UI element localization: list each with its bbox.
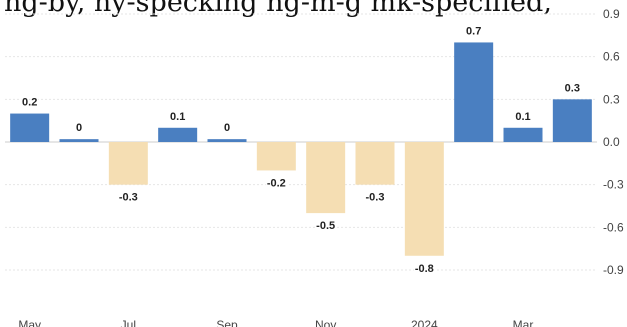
bars xyxy=(10,42,592,256)
data-label: 0 xyxy=(76,122,82,134)
bar-aug xyxy=(158,127,198,142)
y-tick-label: -0.3 xyxy=(603,178,624,192)
data-label: -0.3 xyxy=(119,192,138,204)
x-tick-label: 2024 xyxy=(411,318,438,327)
x-tick-label: Sep xyxy=(216,318,238,327)
x-tick-label: May xyxy=(18,318,41,327)
data-labels: 0.2 0 -0.3 0.1 0 -0.2 -0.5 -0.3 -0.8 0.7 0.1 0.3 xyxy=(21,24,582,276)
x-tick-label: Mar xyxy=(513,318,534,327)
bar-may xyxy=(10,113,50,142)
bar-dec xyxy=(355,142,395,185)
grid-lines xyxy=(5,13,597,271)
y-axis: 0.9 0.6 0.3 0.0 -0.3 -0.6 -0.9 xyxy=(603,7,624,277)
data-label: 0 xyxy=(224,122,230,134)
y-tick-label: 0.0 xyxy=(603,135,620,149)
data-label: 0.3 xyxy=(565,82,580,94)
y-tick-label: -0.9 xyxy=(603,263,624,277)
data-label: 0.7 xyxy=(466,25,481,37)
y-tick-label: 0.3 xyxy=(603,92,620,106)
bar-jun xyxy=(59,139,99,142)
data-label: -0.2 xyxy=(267,177,286,189)
bar-mar xyxy=(503,127,543,142)
x-axis: May Jul Sep Nov 2024 Mar xyxy=(18,318,533,327)
data-label: 0.2 xyxy=(22,97,37,109)
bar-jul xyxy=(108,142,148,185)
bar-nov xyxy=(306,142,346,214)
data-label: 0.1 xyxy=(170,111,185,123)
data-label: -0.5 xyxy=(316,220,335,232)
bar-feb xyxy=(454,42,494,142)
bar-sep xyxy=(207,139,247,142)
data-label: 0.1 xyxy=(515,111,530,123)
y-tick-label: 0.6 xyxy=(603,50,620,64)
bar-2024 xyxy=(404,142,444,256)
y-tick-label: -0.6 xyxy=(603,220,624,234)
x-tick-label: Nov xyxy=(315,318,336,327)
data-label: -0.3 xyxy=(366,192,385,204)
bar-apr xyxy=(552,99,592,142)
data-label: -0.8 xyxy=(415,263,434,275)
y-tick-label: 0.9 xyxy=(603,7,620,21)
bar-oct xyxy=(256,142,296,171)
x-tick-label: Jul xyxy=(121,318,136,327)
